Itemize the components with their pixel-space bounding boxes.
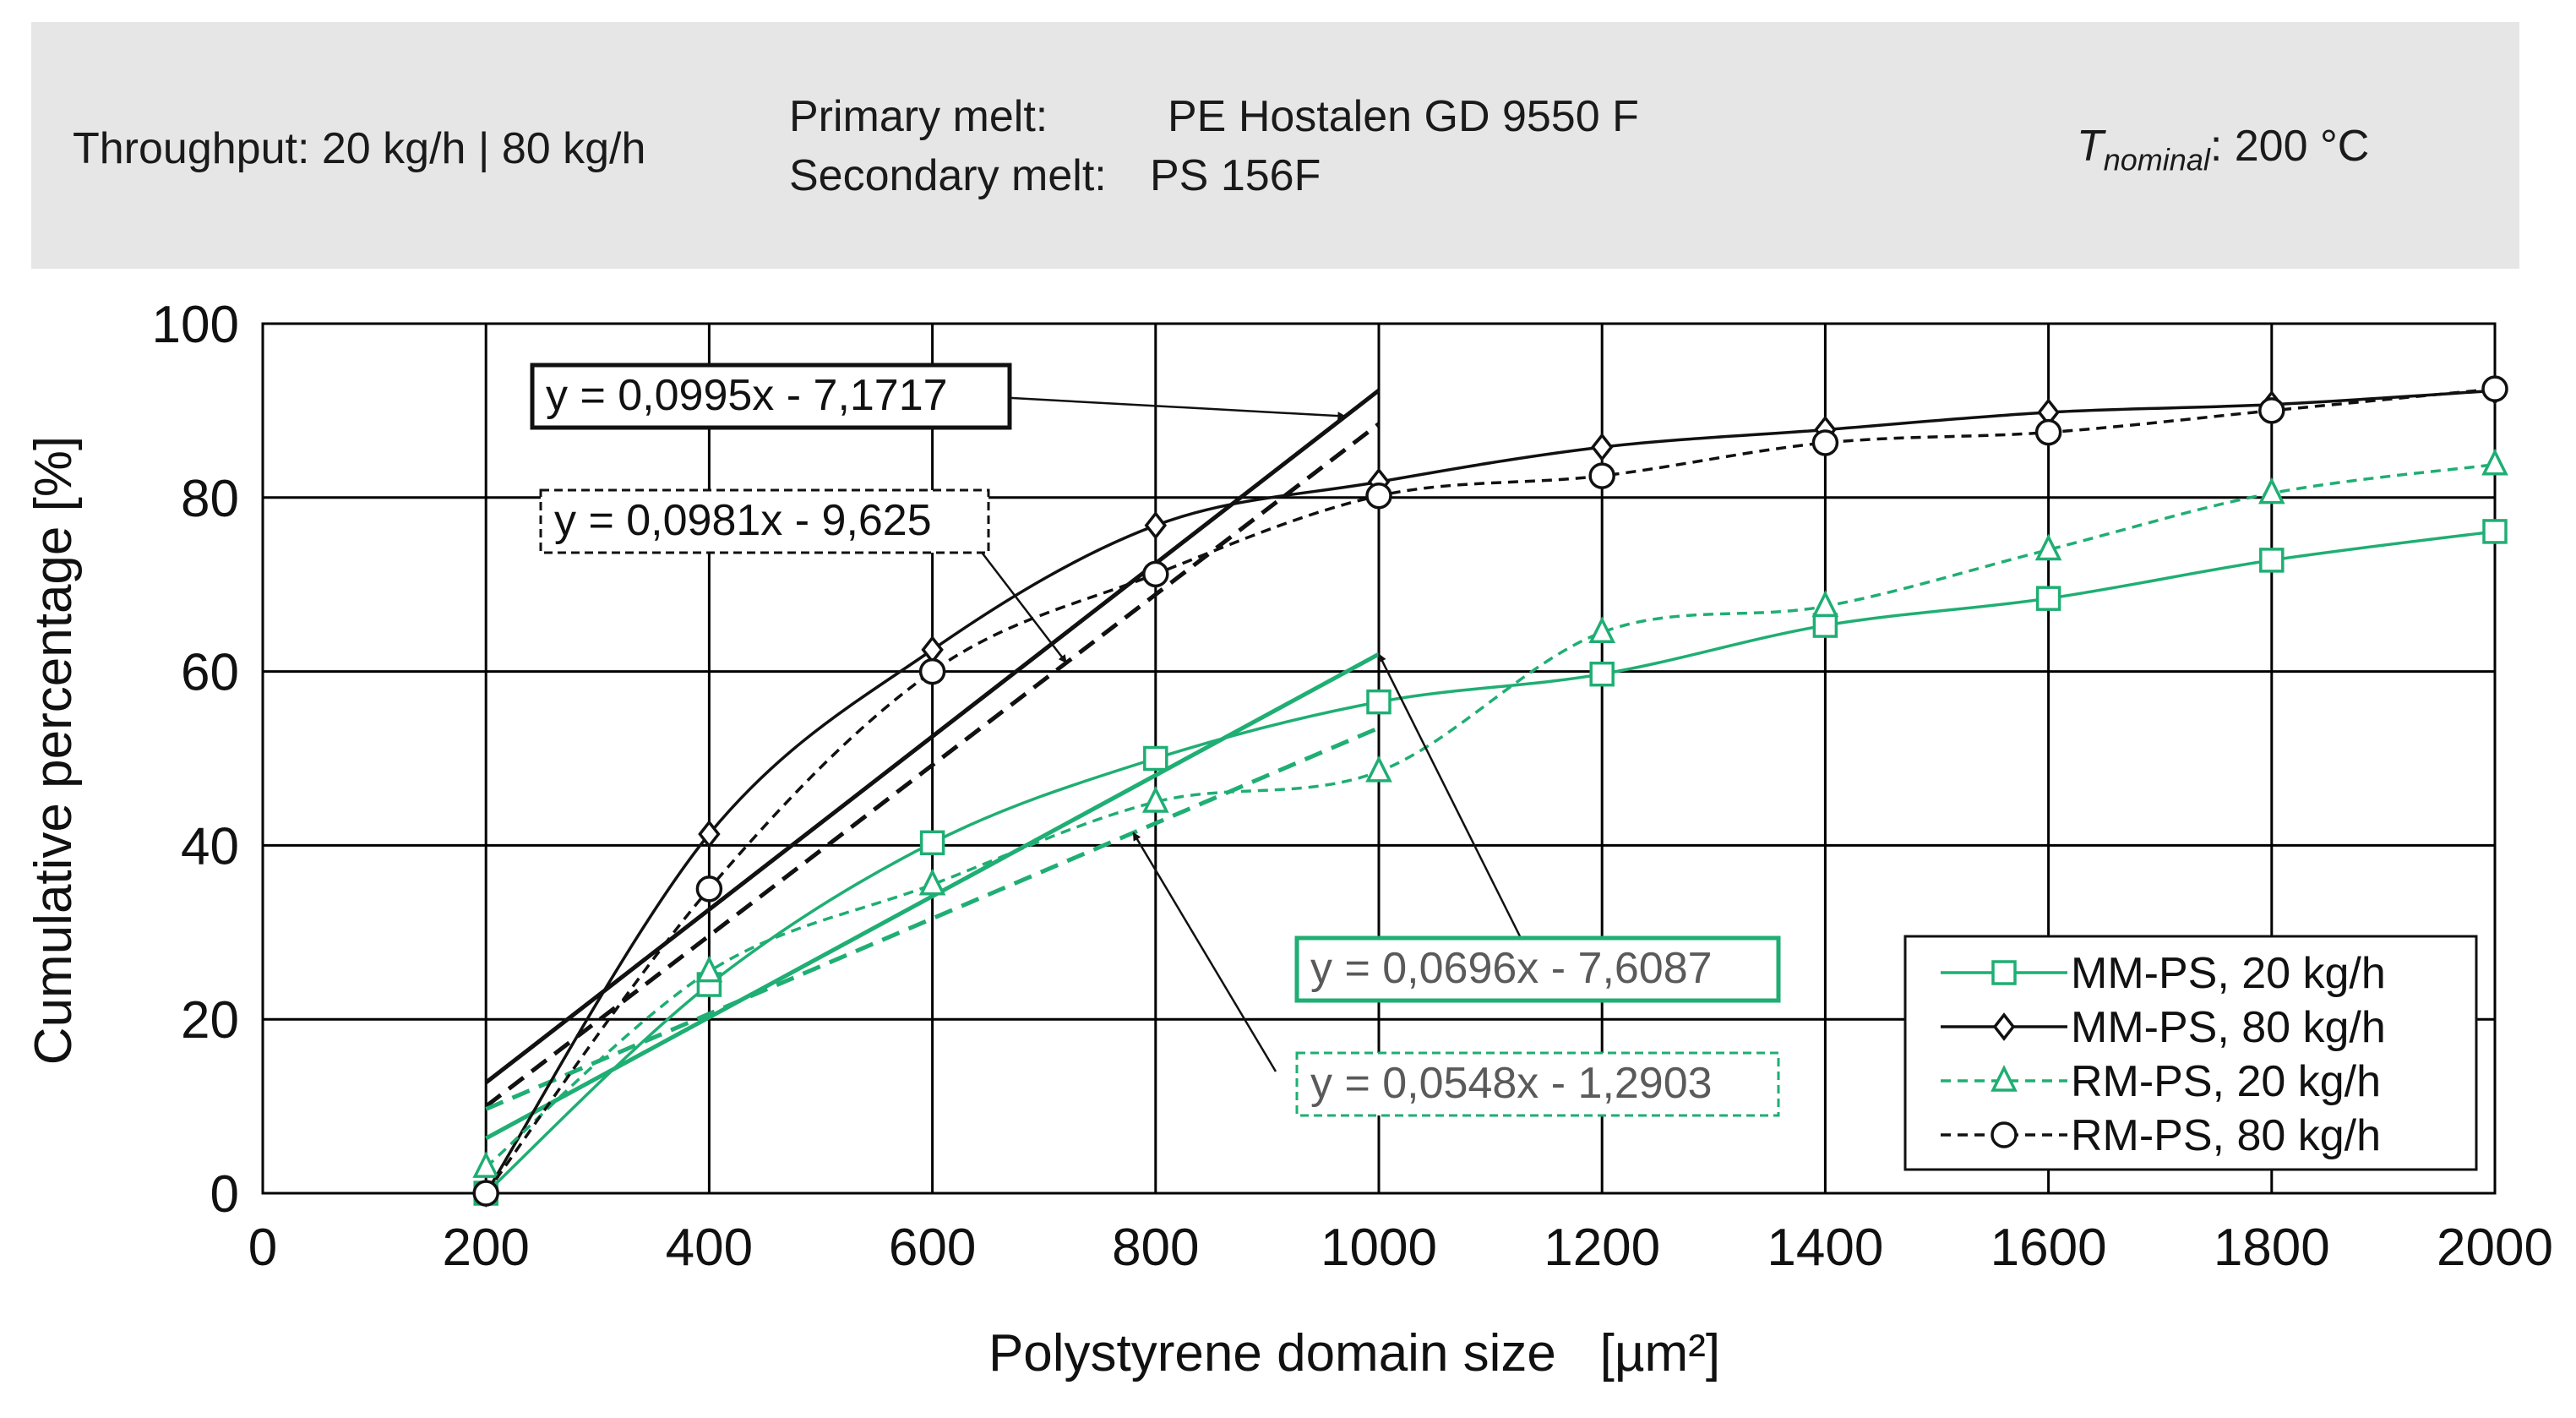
equation-label-1: y = 0,0995x - 7,1717 [546, 371, 948, 420]
data-point [472, 1151, 500, 1178]
data-point [2258, 397, 2285, 424]
annotation-arrow-4 [1132, 832, 1277, 1072]
data-point [1588, 616, 1616, 644]
data-point [1812, 613, 1838, 638]
annotation-arrow-3 [1377, 653, 1522, 939]
legend-marker [1991, 1121, 2018, 1148]
temperature-symbol: T [2077, 122, 2104, 171]
temperature-subscript: nominal [2103, 142, 2210, 177]
y-tick-label: 80 [181, 470, 239, 528]
data-point [1588, 462, 1615, 489]
data-point [695, 875, 723, 903]
data-point [918, 868, 946, 896]
legend-label: MM-PS, 20 kg/h [2071, 949, 2386, 998]
data-point [2035, 586, 2061, 611]
legend-marker [1992, 1012, 2016, 1041]
y-axis-label: Cumulative percentage [%] [25, 436, 83, 1065]
y-tick-label: 20 [181, 991, 239, 1050]
data-point [1811, 429, 1839, 456]
equation-label-2: y = 0,0981x - 9,625 [554, 496, 932, 545]
data-point [2034, 533, 2062, 561]
primary-melt-value: PE Hostalen GD 9550 F [1168, 92, 1639, 141]
series-line-2 [484, 389, 2496, 1194]
annotation-arrow-1 [996, 395, 1347, 421]
data-point [1141, 786, 1169, 813]
equation-box-3 [1294, 935, 1781, 1003]
secondary-melt-value: PS 156F [1150, 151, 1321, 200]
x-tick-label: 800 [1112, 1219, 1199, 1277]
data-point [919, 830, 945, 856]
legend-label: RM-PS, 80 kg/h [2071, 1111, 2381, 1160]
trendline-2 [484, 422, 1381, 1109]
data-point [1143, 745, 1168, 772]
data-point [1365, 482, 1392, 510]
x-tick-label: 1200 [1544, 1219, 1660, 1277]
primary-melt-label: Primary melt: [789, 92, 1048, 141]
x-tick-label: 200 [442, 1219, 529, 1277]
x-tick-label: 1800 [2214, 1219, 2330, 1277]
throughput-label: Throughput: 20 kg/h | 80 kg/h [73, 124, 646, 173]
trendline-3 [485, 652, 1381, 1141]
secondary-melt-label: Secondary melt: [789, 151, 1107, 200]
legend-marker [1991, 1065, 2018, 1092]
x-tick-label: 1400 [1767, 1219, 1883, 1277]
data-point [921, 635, 944, 664]
x-tick-label: 0 [248, 1219, 277, 1277]
legend-label: MM-PS, 80 kg/h [2071, 1003, 2386, 1052]
x-tick-label: 1600 [1991, 1219, 2107, 1277]
data-point [1366, 689, 1391, 715]
data-point [472, 1180, 499, 1207]
data-point [2481, 375, 2508, 402]
data-point [2259, 548, 2285, 573]
data-point [1365, 755, 1392, 783]
data-point [2482, 519, 2508, 544]
y-tick-label: 0 [210, 1165, 239, 1224]
info-banner [31, 22, 2519, 269]
x-axis-label: Polystyrene domain size [µm²] [988, 1324, 1720, 1383]
data-point [2257, 477, 2285, 504]
data-point [2481, 448, 2508, 476]
series-line-3 [485, 462, 2496, 1169]
series-line-4 [484, 387, 2496, 1195]
y-tick-label: 40 [181, 817, 239, 875]
data-point [698, 820, 721, 848]
x-tick-label: 400 [666, 1219, 753, 1277]
legend-marker [1991, 960, 2017, 985]
data-point [1142, 560, 1169, 588]
x-tick-label: 600 [889, 1219, 976, 1277]
y-tick-label: 100 [152, 296, 239, 354]
data-point [1811, 590, 1839, 618]
data-point [1589, 661, 1615, 687]
x-tick-label: 2000 [2437, 1219, 2553, 1277]
x-tick-label: 1000 [1321, 1219, 1437, 1277]
data-point [2034, 418, 2062, 446]
equation-label-3: y = 0,0696x - 7,6087 [1310, 944, 1713, 993]
data-point [1590, 433, 1614, 461]
series-line-1 [485, 530, 2496, 1195]
data-point [1144, 510, 1168, 540]
legend-label: RM-PS, 20 kg/h [2071, 1057, 2381, 1106]
equation-box-1 [530, 363, 1012, 430]
equation-box-4 [1295, 1051, 1780, 1117]
nominal-temperature: Tnominal: 200 °C [2077, 121, 2369, 177]
y-tick-label: 60 [181, 644, 239, 702]
equation-label-4: y = 0,0548x - 1,2903 [1310, 1059, 1713, 1108]
equation-box-2 [539, 488, 990, 554]
data-point [695, 955, 723, 983]
data-point [918, 657, 946, 685]
temperature-value: : 200 °C [2209, 122, 2370, 171]
